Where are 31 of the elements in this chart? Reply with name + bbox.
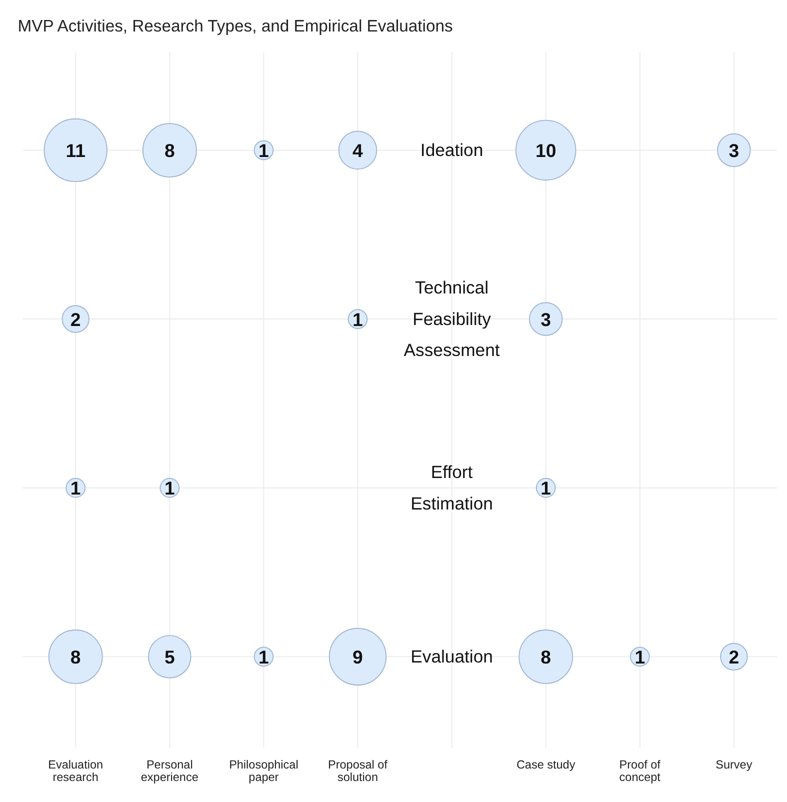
data-label: 2 — [70, 308, 81, 330]
data-label: 3 — [728, 140, 740, 162]
x-tick-label: Proposal of solution — [328, 758, 388, 784]
x-tick-label: Personal experience — [140, 758, 199, 784]
data-label: 9 — [352, 646, 363, 668]
data-label: 8 — [164, 140, 175, 162]
data-label: 1 — [258, 140, 269, 162]
x-tick-label: Survey — [716, 758, 752, 772]
data-label: 1 — [258, 646, 269, 668]
y-tick-label: Evaluation — [410, 646, 493, 667]
x-tick-label: Evaluation research — [48, 758, 104, 784]
x-tick-label: Philosophical paper — [229, 758, 298, 784]
data-label: 2 — [728, 646, 740, 668]
data-label: 3 — [540, 308, 552, 330]
data-label: 1 — [634, 646, 646, 668]
data-label: 4 — [352, 140, 364, 162]
data-label: 1 — [352, 308, 363, 330]
data-label: 1 — [164, 478, 175, 499]
data-label: 8 — [540, 646, 552, 668]
data-label: 8 — [70, 646, 81, 668]
data-label: 11 — [66, 140, 86, 162]
data-label: 10 — [535, 140, 556, 162]
y-tick-label: Technical Feasibility Assessment — [404, 278, 500, 360]
y-tick-label: Effort Estimation — [410, 462, 493, 514]
data-label: 1 — [540, 478, 552, 499]
y-tick-label: Ideation — [420, 140, 484, 160]
data-label: 1 — [70, 478, 81, 499]
data-label: 5 — [164, 646, 175, 668]
chart-title: MVP Activities, Research Types, and Empirical Evaluations — [18, 16, 453, 36]
x-tick-label: Case study — [516, 758, 576, 772]
x-tick-label: Proof of concept — [619, 758, 662, 784]
